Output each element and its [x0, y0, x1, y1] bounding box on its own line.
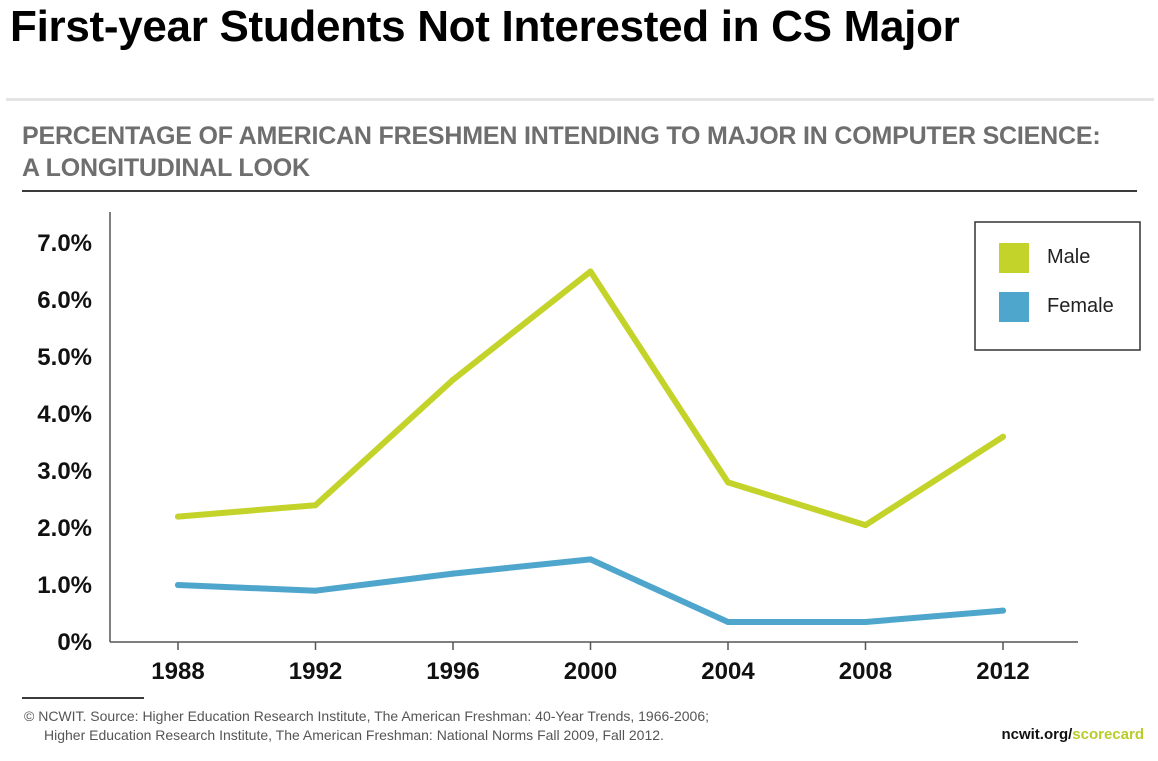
x-tick-label: 2008: [839, 658, 892, 685]
data-point-female: [587, 556, 594, 563]
x-tick-label: 1988: [151, 658, 204, 685]
slide-title: First-year Students Not Interested in CS…: [10, 2, 960, 51]
y-tick-label: 3.0%: [37, 458, 92, 485]
y-tick-label: 2.0%: [37, 515, 92, 542]
source-note: © NCWIT. Source: Higher Education Resear…: [24, 707, 709, 745]
footer-divider: [22, 697, 144, 699]
chart-card: [6, 98, 1154, 761]
x-tick-label: 2000: [564, 658, 617, 685]
x-tick-label: 2012: [976, 658, 1029, 685]
y-tick-label: 0%: [57, 629, 92, 656]
series-line-female: [175, 556, 1006, 625]
y-tick-label: 6.0%: [37, 287, 92, 314]
data-point-female: [1000, 607, 1006, 614]
source-line-1: © NCWIT. Source: Higher Education Resear…: [24, 708, 709, 724]
legend-label-female: Female: [1047, 295, 1114, 317]
data-point-male: [175, 513, 181, 520]
data-point-female: [862, 619, 869, 626]
site-link-prefix: ncwit.org/: [1001, 726, 1073, 743]
chart-subtitle-line: A LONGITUDINAL LOOK: [22, 154, 310, 182]
chart-title: PERCENTAGE OF AMERICAN FRESHMEN INTENDIN…: [22, 120, 1142, 184]
y-tick-label: 5.0%: [37, 344, 92, 371]
source-line-2: Higher Education Research Institute, The…: [44, 727, 664, 743]
data-point-male: [862, 522, 869, 529]
data-point-female: [725, 619, 731, 626]
data-point-female: [175, 582, 181, 588]
legend-label-male: Male: [1047, 246, 1090, 268]
data-point-male: [450, 376, 456, 383]
x-tick-label: 1992: [289, 658, 342, 685]
site-link-suffix: scorecard: [1072, 726, 1144, 743]
site-link[interactable]: ncwit.org/scorecard: [1001, 726, 1144, 743]
y-tick-label: 4.0%: [37, 401, 92, 428]
data-point-female: [312, 587, 319, 594]
legend-box: [974, 221, 1141, 351]
data-point-female: [450, 570, 456, 577]
data-point-male: [312, 502, 319, 509]
chart-title-line: PERCENTAGE OF AMERICAN FRESHMEN INTENDIN…: [22, 122, 1101, 150]
y-tick-label: 1.0%: [37, 572, 92, 599]
legend-swatch-male: [999, 243, 1029, 273]
y-tick-label: 7.0%: [37, 230, 92, 257]
data-point-male: [1000, 433, 1006, 440]
legend-swatch-female: [999, 292, 1029, 322]
title-divider: [22, 190, 1137, 192]
data-point-male: [587, 268, 594, 275]
x-tick-label: 2004: [701, 658, 755, 685]
series-line-male: [175, 268, 1006, 529]
x-tick-label: 1996: [426, 658, 479, 685]
data-point-male: [725, 479, 731, 486]
